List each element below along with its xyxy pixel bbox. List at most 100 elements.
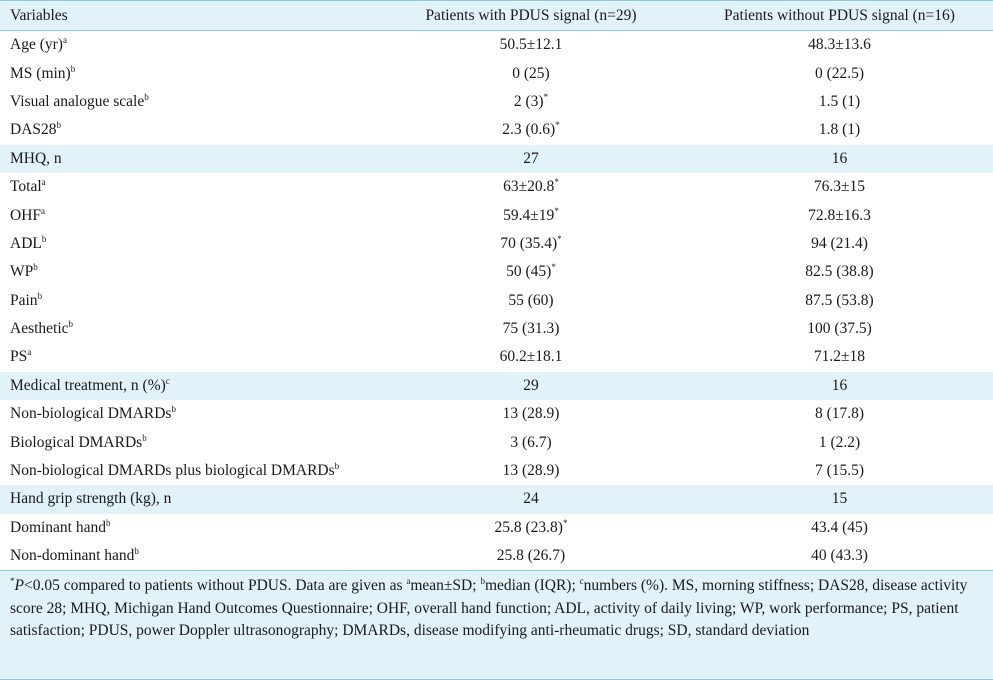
- row-label-text: Hand grip strength (kg), n: [10, 490, 172, 508]
- table-row: Aestheticb 75 (31.3) 100 (37.5): [0, 315, 993, 343]
- row-label-superscript: a: [27, 347, 32, 358]
- cell-with-pdus-value: 25.8 (26.7): [496, 547, 566, 565]
- cell-with-pdus-value: 59.4±19: [503, 206, 555, 224]
- row-label-superscript: a: [41, 177, 46, 188]
- table-row: Painb 55 (60) 87.5 (53.8): [0, 287, 993, 315]
- row-label-superscript: b: [142, 432, 147, 443]
- cell-without-pdus: 72.8±16.3: [808, 206, 871, 224]
- row-label-superscript: b: [171, 404, 176, 415]
- cell-with-pdus-value: 2 (3): [513, 92, 544, 110]
- row-label-superscript: b: [134, 546, 139, 557]
- cell-with-pdus-value: 50.5±12.1: [499, 36, 563, 54]
- significance-marker: *: [555, 120, 560, 131]
- cell-with-pdus-value: 29: [523, 376, 539, 394]
- row-label-superscript: b: [37, 290, 43, 301]
- row-label: Medical treatment, n (%)c: [0, 372, 376, 400]
- cell-with-pdus-value: 24: [523, 490, 539, 508]
- row-label: Biological DMARDsb: [0, 428, 376, 456]
- table-row: Biological DMARDsb 3 (6.7) 1 (2.2): [0, 428, 993, 456]
- table-header-row: Variables Patients with PDUS signal (n=2…: [0, 0, 993, 31]
- row-label: Hand grip strength (kg), n: [0, 485, 376, 513]
- cell-without-pdus: 48.3±13.6: [808, 36, 871, 54]
- row-label-text: Aesthetic: [10, 320, 69, 338]
- cell-with-pdus: 13 (28.9): [376, 400, 686, 428]
- cell-without-pdus: 40 (43.3): [811, 547, 868, 565]
- table-row: MS (min)b 0 (25) 0 (22.5): [0, 59, 993, 87]
- table-row: Visual analogue scaleb 2 (3)* 1.5 (1): [0, 88, 993, 116]
- cell-with-pdus: 60.2±18.1: [376, 343, 686, 371]
- row-label-superscript: b: [68, 319, 74, 330]
- cell-with-pdus-value: 75 (31.3): [502, 320, 560, 338]
- significance-marker: *: [554, 177, 559, 188]
- cell-without-pdus: 15: [831, 490, 848, 508]
- table-row: Dominant handb 25.8 (23.8)* 43.4 (45): [0, 514, 993, 542]
- footnote-p: P: [14, 577, 24, 595]
- row-label-superscript: b: [144, 91, 149, 102]
- row-label: MS (min)b: [0, 59, 376, 87]
- cell-with-pdus-value: 60.2±18.1: [499, 348, 563, 366]
- row-label-superscript: c: [165, 375, 170, 386]
- row-label: PSa: [0, 343, 376, 371]
- row-label: ADLb: [0, 230, 376, 258]
- table-row: Age (yr)a 50.5±12.1 48.3±13.6: [0, 31, 993, 60]
- cell-with-pdus-value: 63±20.8: [503, 178, 555, 196]
- cell-with-pdus-value: 13 (28.9): [502, 405, 560, 423]
- cell-with-pdus: 3 (6.7): [376, 428, 686, 456]
- row-label-text: Biological DMARDs: [10, 433, 143, 451]
- row-label-superscript: b: [106, 517, 111, 528]
- footnote-sup-b: b: [480, 576, 485, 587]
- footnote-sup-a: a: [406, 576, 411, 587]
- header-without-pdus: Patients without PDUS signal (n=16): [724, 6, 955, 24]
- table-footnote: *P<0.05 compared to patients without PDU…: [0, 570, 993, 680]
- cell-without-pdus: 76.3±15: [813, 178, 866, 196]
- table-row: Non-biological DMARDs plus biological DM…: [0, 457, 993, 485]
- footnote-star: *: [10, 576, 15, 587]
- table-body: Age (yr)a 50.5±12.1 48.3±13.6 MS (min)b 0 (2…: [0, 31, 993, 571]
- row-label-text: Pain: [10, 291, 38, 309]
- cell-with-pdus: 59.4±19*: [376, 201, 686, 229]
- cell-with-pdus-value: 27: [523, 149, 539, 167]
- cell-without-pdus: 1 (2.2): [818, 433, 861, 451]
- row-label: Non-biological DMARDsb: [0, 400, 376, 428]
- cell-with-pdus: 2 (3)*: [376, 88, 686, 116]
- row-label: Painb: [0, 287, 376, 315]
- significance-marker: *: [557, 233, 562, 244]
- row-label: Age (yr)a: [0, 31, 376, 60]
- cell-with-pdus: 55 (60): [376, 287, 686, 315]
- cell-without-pdus: 43.4 (45): [811, 518, 868, 536]
- row-label-text: Non-dominant hand: [10, 547, 135, 565]
- cell-with-pdus: 50.5±12.1: [376, 31, 686, 60]
- row-label-text: Non-biological DMARDs plus biological DM…: [10, 462, 335, 480]
- cell-with-pdus-value: 2.3 (0.6): [502, 121, 556, 139]
- table-row: PSa 60.2±18.1 71.2±18: [0, 343, 993, 371]
- cell-with-pdus-value: 55 (60): [508, 291, 554, 309]
- cell-with-pdus-value: 13 (28.9): [502, 462, 560, 480]
- significance-marker: *: [543, 91, 549, 102]
- row-label-text: OHF: [10, 206, 42, 224]
- cell-with-pdus: 2.3 (0.6)*: [376, 116, 686, 144]
- row-label-text: Visual analogue scale: [10, 92, 145, 110]
- section-row: MHQ, n 27 16: [0, 144, 993, 173]
- cell-without-pdus: 94 (21.4): [811, 234, 868, 252]
- row-label: Dominant handb: [0, 514, 376, 542]
- cell-without-pdus: 82.5 (38.8): [805, 263, 874, 281]
- header-variables: Variables: [10, 6, 68, 24]
- significance-marker: *: [554, 205, 559, 216]
- table-row: Non-biological DMARDsb 13 (28.9) 8 (17.8): [0, 400, 993, 428]
- row-label-superscript: a: [41, 205, 46, 216]
- cell-with-pdus: 25.8 (26.7): [376, 542, 686, 570]
- row-label-superscript: b: [70, 63, 76, 74]
- row-label: Aestheticb: [0, 315, 376, 343]
- cell-with-pdus: 50 (45)*: [376, 258, 686, 286]
- row-label-superscript: b: [334, 461, 340, 472]
- table-row: ADLb 70 (35.4)* 94 (21.4): [0, 230, 993, 258]
- cell-with-pdus: 27: [376, 145, 686, 173]
- cell-with-pdus-value: 25.8 (23.8): [494, 518, 563, 536]
- table-row: WPb 50 (45)* 82.5 (38.8): [0, 258, 993, 286]
- cell-with-pdus: 29: [376, 372, 686, 400]
- row-label-superscript: b: [56, 120, 62, 131]
- footnote-text-2: mean±SD;: [410, 577, 481, 595]
- row-label-superscript: a: [62, 35, 67, 46]
- row-label-text: Non-biological DMARDs: [10, 405, 172, 423]
